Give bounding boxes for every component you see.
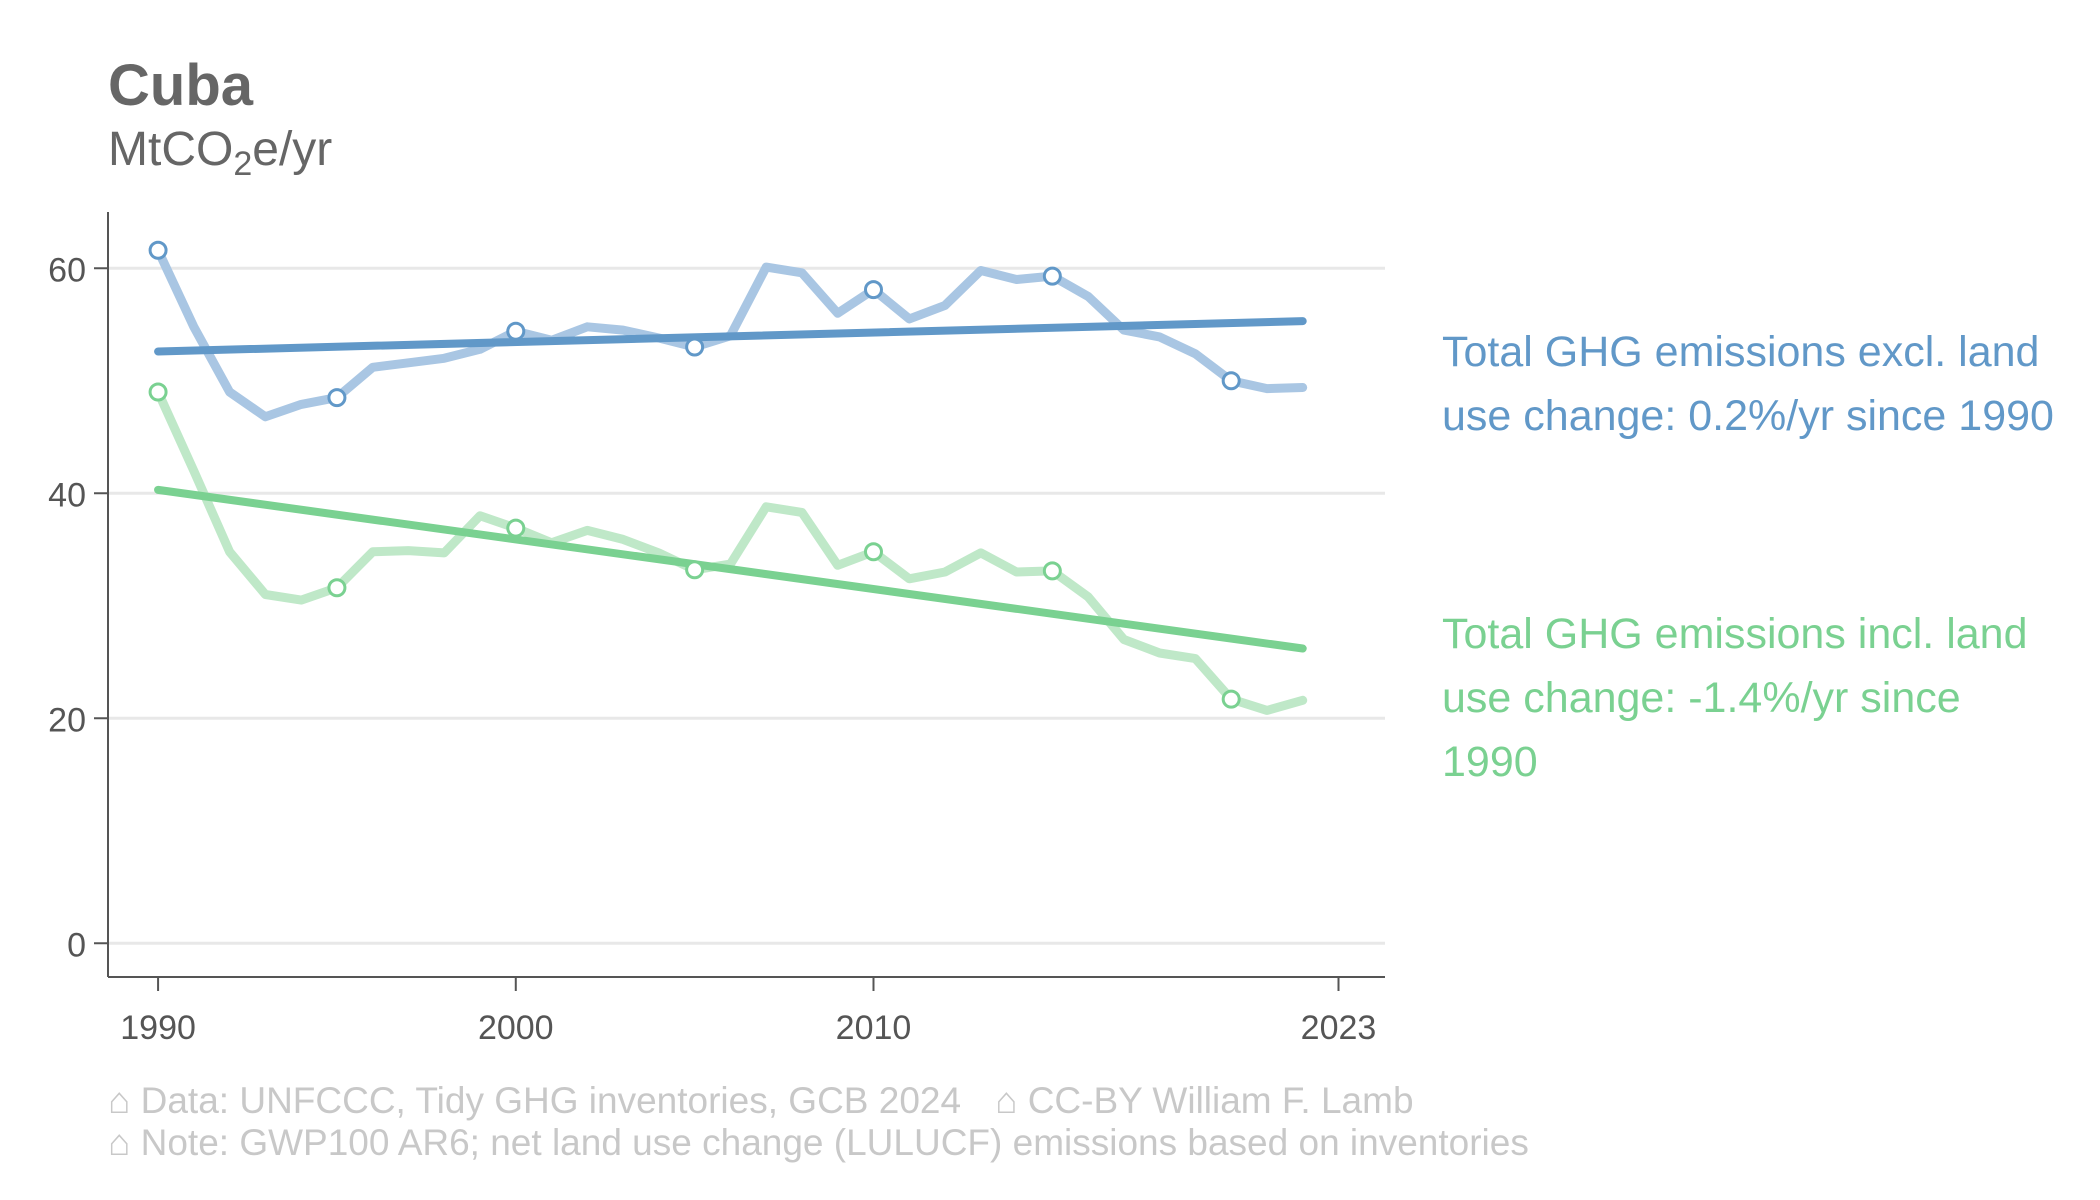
marker-excl-luc-2015 <box>1042 266 1062 286</box>
tick-labels: 0 20 40 60 1990 2000 2010 2023 <box>48 251 1376 1047</box>
annotation-incl-luc: Total GHG emissions incl. land use chang… <box>1442 610 2028 786</box>
unit-subscript: 2 <box>233 145 253 183</box>
chart-title: Cuba <box>108 53 253 118</box>
y-tick-label-40: 40 <box>48 476 86 514</box>
unit-suffix: e/yr <box>252 123 333 176</box>
y-tick-label-20: 20 <box>48 701 86 739</box>
axes <box>94 212 1385 991</box>
marker-excl-luc-1990 <box>148 240 168 260</box>
y-tick-label-60: 60 <box>48 251 86 289</box>
footer-data-source: ⌂ Data: UNFCCC, Tidy GHG inventories, GC… <box>108 1080 962 1121</box>
series-layer <box>148 240 1308 715</box>
trend-line-excl-luc <box>154 317 1307 356</box>
x-tick-label-2010: 2010 <box>836 1009 912 1047</box>
unit-prefix: MtCO <box>108 123 234 176</box>
marker-incl-luc-2000 <box>506 518 526 538</box>
annotation-excl-luc: Total GHG emissions excl. land use chang… <box>1442 328 2054 440</box>
marker-incl-luc-2020 <box>1221 689 1241 709</box>
footer-line-1: ⌂ Data: UNFCCC, Tidy GHG inventories, GC… <box>108 1080 1414 1122</box>
marker-incl-luc-1990 <box>148 382 168 402</box>
marker-incl-luc-2015 <box>1042 561 1062 581</box>
x-tick-label-2023: 2023 <box>1301 1009 1377 1047</box>
y-tick-label-0: 0 <box>67 926 86 964</box>
marker-excl-luc-2020 <box>1221 371 1241 391</box>
marker-excl-luc-2005 <box>685 337 705 357</box>
marker-excl-luc-2000 <box>506 321 526 341</box>
trend-line-incl-luc <box>154 485 1307 653</box>
footer-note: ⌂ Note: GWP100 AR6; net land use change … <box>108 1122 1529 1163</box>
x-tick-label-1990: 1990 <box>120 1009 196 1047</box>
marker-excl-luc-1995 <box>327 388 347 408</box>
series-line-incl-luc <box>153 387 1308 715</box>
x-tick-label-2000: 2000 <box>478 1009 554 1047</box>
footer-license: ⌂ CC-BY William F. Lamb <box>995 1080 1414 1121</box>
gridlines <box>108 266 1385 945</box>
marker-incl-luc-2005 <box>685 560 705 580</box>
marker-excl-luc-2010 <box>863 280 883 300</box>
marker-incl-luc-2010 <box>863 542 883 562</box>
marker-incl-luc-1995 <box>327 578 347 598</box>
unit-label: MtCO2e/yr <box>108 122 332 184</box>
